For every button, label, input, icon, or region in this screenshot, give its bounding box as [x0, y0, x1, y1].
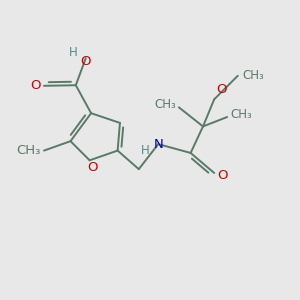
Text: O: O — [81, 55, 91, 68]
Text: CH₃: CH₃ — [230, 108, 252, 121]
Text: N: N — [153, 138, 163, 151]
Text: O: O — [218, 169, 228, 182]
Text: CH₃: CH₃ — [242, 69, 264, 82]
Text: CH₃: CH₃ — [154, 98, 176, 111]
Text: O: O — [31, 79, 41, 92]
Text: O: O — [217, 83, 227, 96]
Text: H: H — [69, 46, 78, 59]
Text: H: H — [141, 144, 149, 157]
Text: CH₃: CH₃ — [17, 144, 41, 157]
Text: O: O — [87, 161, 98, 174]
